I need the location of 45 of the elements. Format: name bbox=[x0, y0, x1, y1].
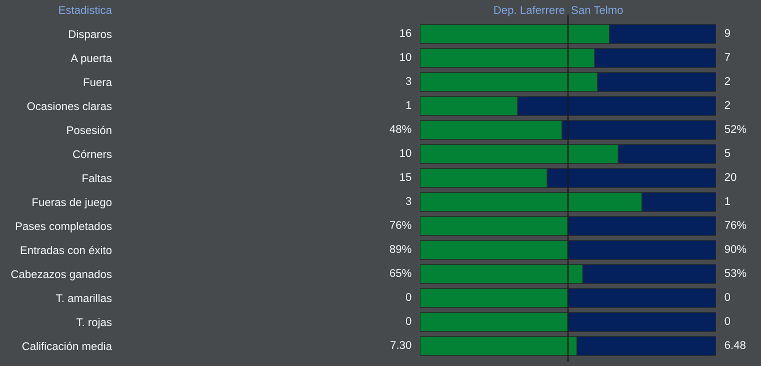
text: 0 bbox=[724, 317, 730, 325]
text: 76% bbox=[724, 221, 746, 229]
series-label: San Telmo bbox=[572, 6, 623, 14]
text: 6.48 bbox=[724, 341, 746, 349]
y-tick-label: Fueras de juego bbox=[32, 198, 112, 208]
y-tick-label: Córners bbox=[73, 150, 112, 158]
text: 7 bbox=[724, 53, 730, 61]
text: 3 bbox=[406, 197, 412, 205]
text: 10 bbox=[400, 149, 412, 157]
text: 0 bbox=[406, 293, 412, 301]
text: 2 bbox=[724, 101, 730, 109]
y-tick-label: Faltas bbox=[82, 174, 112, 182]
text: 15 bbox=[400, 173, 412, 181]
text: 1 bbox=[725, 197, 730, 205]
text: 0 bbox=[406, 317, 412, 325]
y-tick-label: T. rojas bbox=[76, 318, 112, 328]
text: 53% bbox=[724, 269, 746, 277]
text: Estadistica bbox=[59, 6, 112, 14]
text: 76% bbox=[390, 221, 412, 229]
text: 1 bbox=[406, 101, 412, 109]
text: 7.30 bbox=[390, 341, 412, 349]
y-tick-label: T. amarillas bbox=[56, 294, 112, 302]
text: 90% bbox=[724, 245, 746, 253]
y-tick-label: Posesión bbox=[67, 126, 112, 134]
text: 48% bbox=[390, 125, 412, 133]
text: 89% bbox=[390, 245, 412, 253]
y-tick-label: Entradas con éxito bbox=[20, 246, 112, 254]
text: 3 bbox=[406, 77, 412, 85]
text: 5 bbox=[724, 149, 730, 157]
text: 0 bbox=[724, 293, 730, 301]
text: 10 bbox=[400, 53, 412, 61]
text: 9 bbox=[724, 29, 730, 37]
y-tick-label: Pases completados bbox=[16, 222, 112, 232]
y-tick-label: Calificación media bbox=[22, 342, 112, 350]
y-tick-label: Fuera bbox=[84, 78, 112, 86]
y-tick-label: Disparos bbox=[69, 30, 112, 40]
y-tick-label: A puerta bbox=[70, 54, 112, 64]
text: 16 bbox=[400, 29, 412, 37]
text: 52% bbox=[724, 125, 746, 133]
y-tick-label: Cabezazos ganados bbox=[11, 270, 112, 280]
text: 20 bbox=[724, 173, 736, 181]
text: 2 bbox=[724, 77, 730, 85]
text: 65% bbox=[390, 269, 412, 277]
y-tick-label: Ocasiones claras bbox=[27, 102, 112, 110]
series-label: Dep. Laferrere bbox=[494, 6, 565, 16]
